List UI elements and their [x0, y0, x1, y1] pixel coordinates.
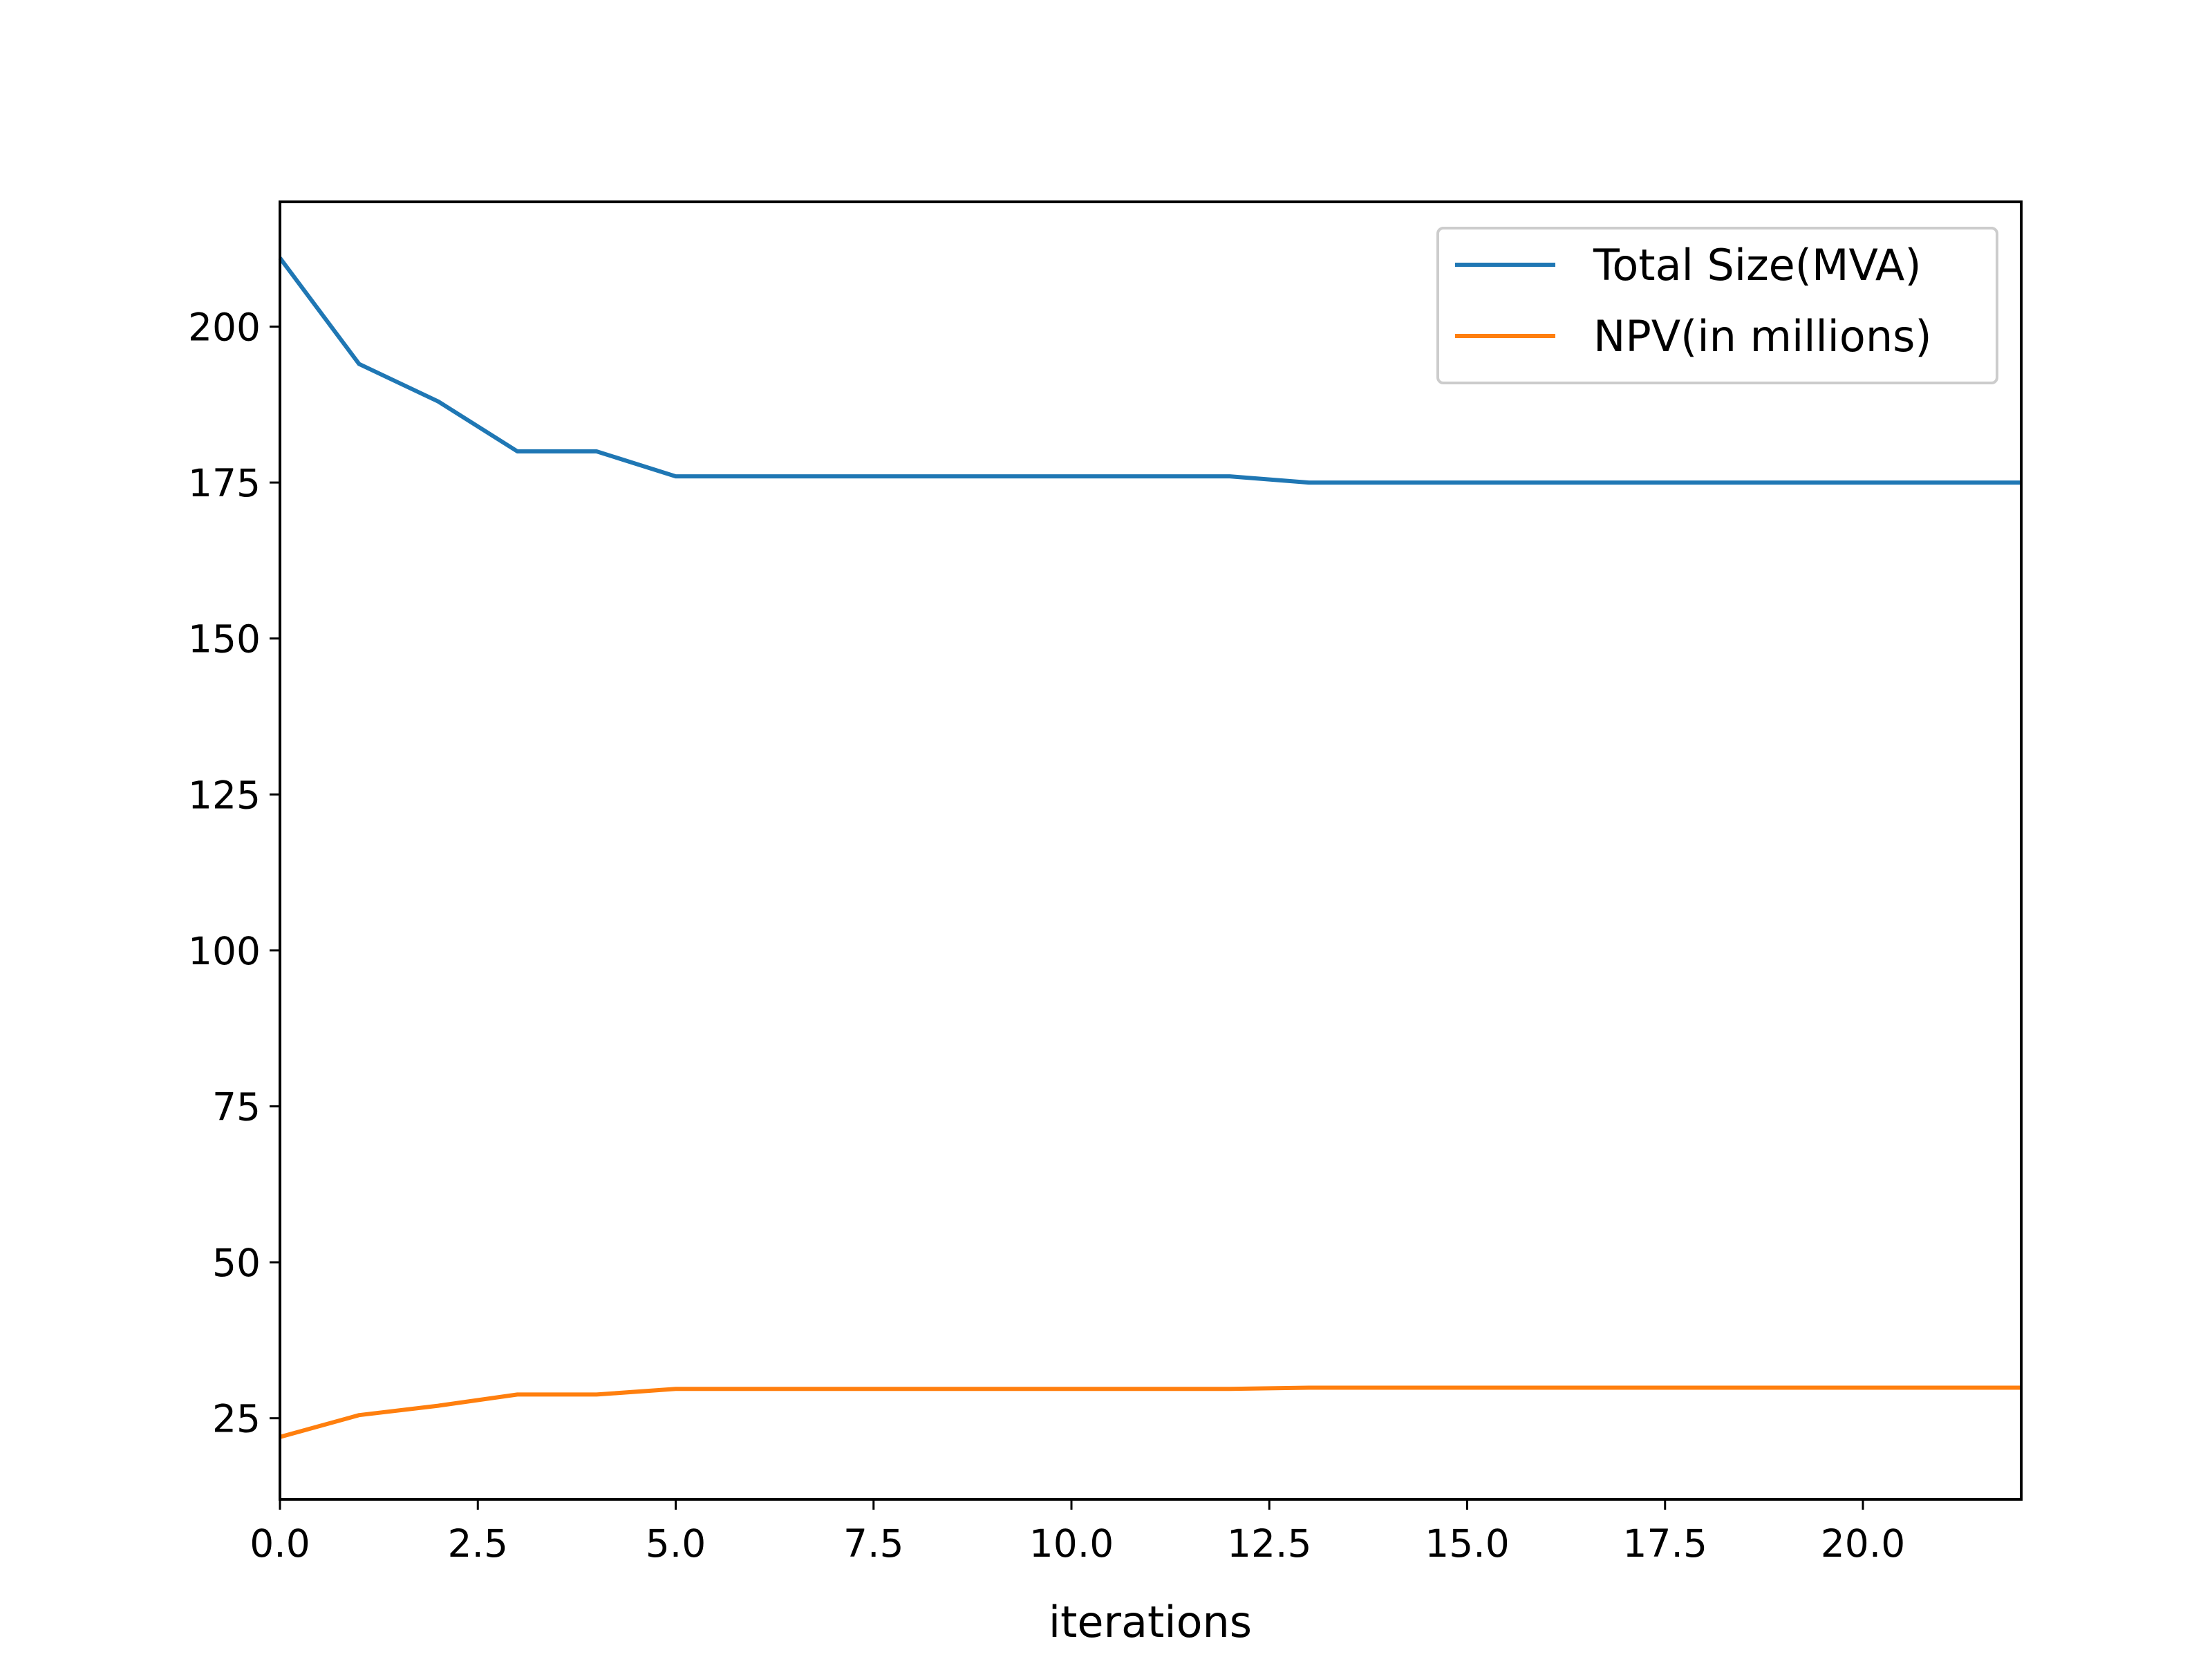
x-tick-label: 12.5: [1227, 1521, 1311, 1566]
x-tick-label: 5.0: [646, 1521, 706, 1566]
y-tick-label: 75: [212, 1085, 261, 1129]
x-tick-label: 0.0: [250, 1521, 310, 1566]
y-tick-label: 175: [188, 461, 261, 505]
x-tick-label: 2.5: [448, 1521, 508, 1566]
legend: Total Size(MVA) NPV(in millions): [1436, 227, 1998, 384]
series-line-2: [279, 1385, 2021, 1439]
y-tick-label: 50: [212, 1241, 261, 1285]
legend-label-1: Total Size(MVA): [1593, 240, 1922, 290]
series-layer: [278, 256, 2021, 1439]
y-tick-label: 125: [188, 773, 261, 817]
x-tick-label: 17.5: [1623, 1521, 1707, 1566]
y-axis: 25 50 75 100 125 150 175 200: [188, 305, 280, 1441]
legend-label-2: NPV(in millions): [1593, 311, 1932, 362]
y-tick-label: 100: [188, 929, 261, 973]
y-tick-label: 150: [188, 617, 261, 662]
x-tick-label: 7.5: [843, 1521, 903, 1566]
y-tick-label: 25: [212, 1397, 261, 1441]
x-axis-label: iterations: [1049, 1597, 1252, 1647]
y-tick-label: 200: [188, 305, 261, 349]
series-line-1: [278, 256, 2021, 485]
x-tick-label: 10.0: [1029, 1521, 1114, 1566]
plot-area: [280, 202, 2021, 1499]
legend-box: [1436, 227, 1998, 384]
x-tick-label: 20.0: [1821, 1521, 1905, 1566]
plot-frame: [279, 200, 2023, 1501]
x-tick-label: 15.0: [1425, 1521, 1509, 1566]
x-axis: 0.0 2.5 5.0 7.5 10.0 12.5 15.0 17.5 20.0: [250, 1499, 1905, 1566]
